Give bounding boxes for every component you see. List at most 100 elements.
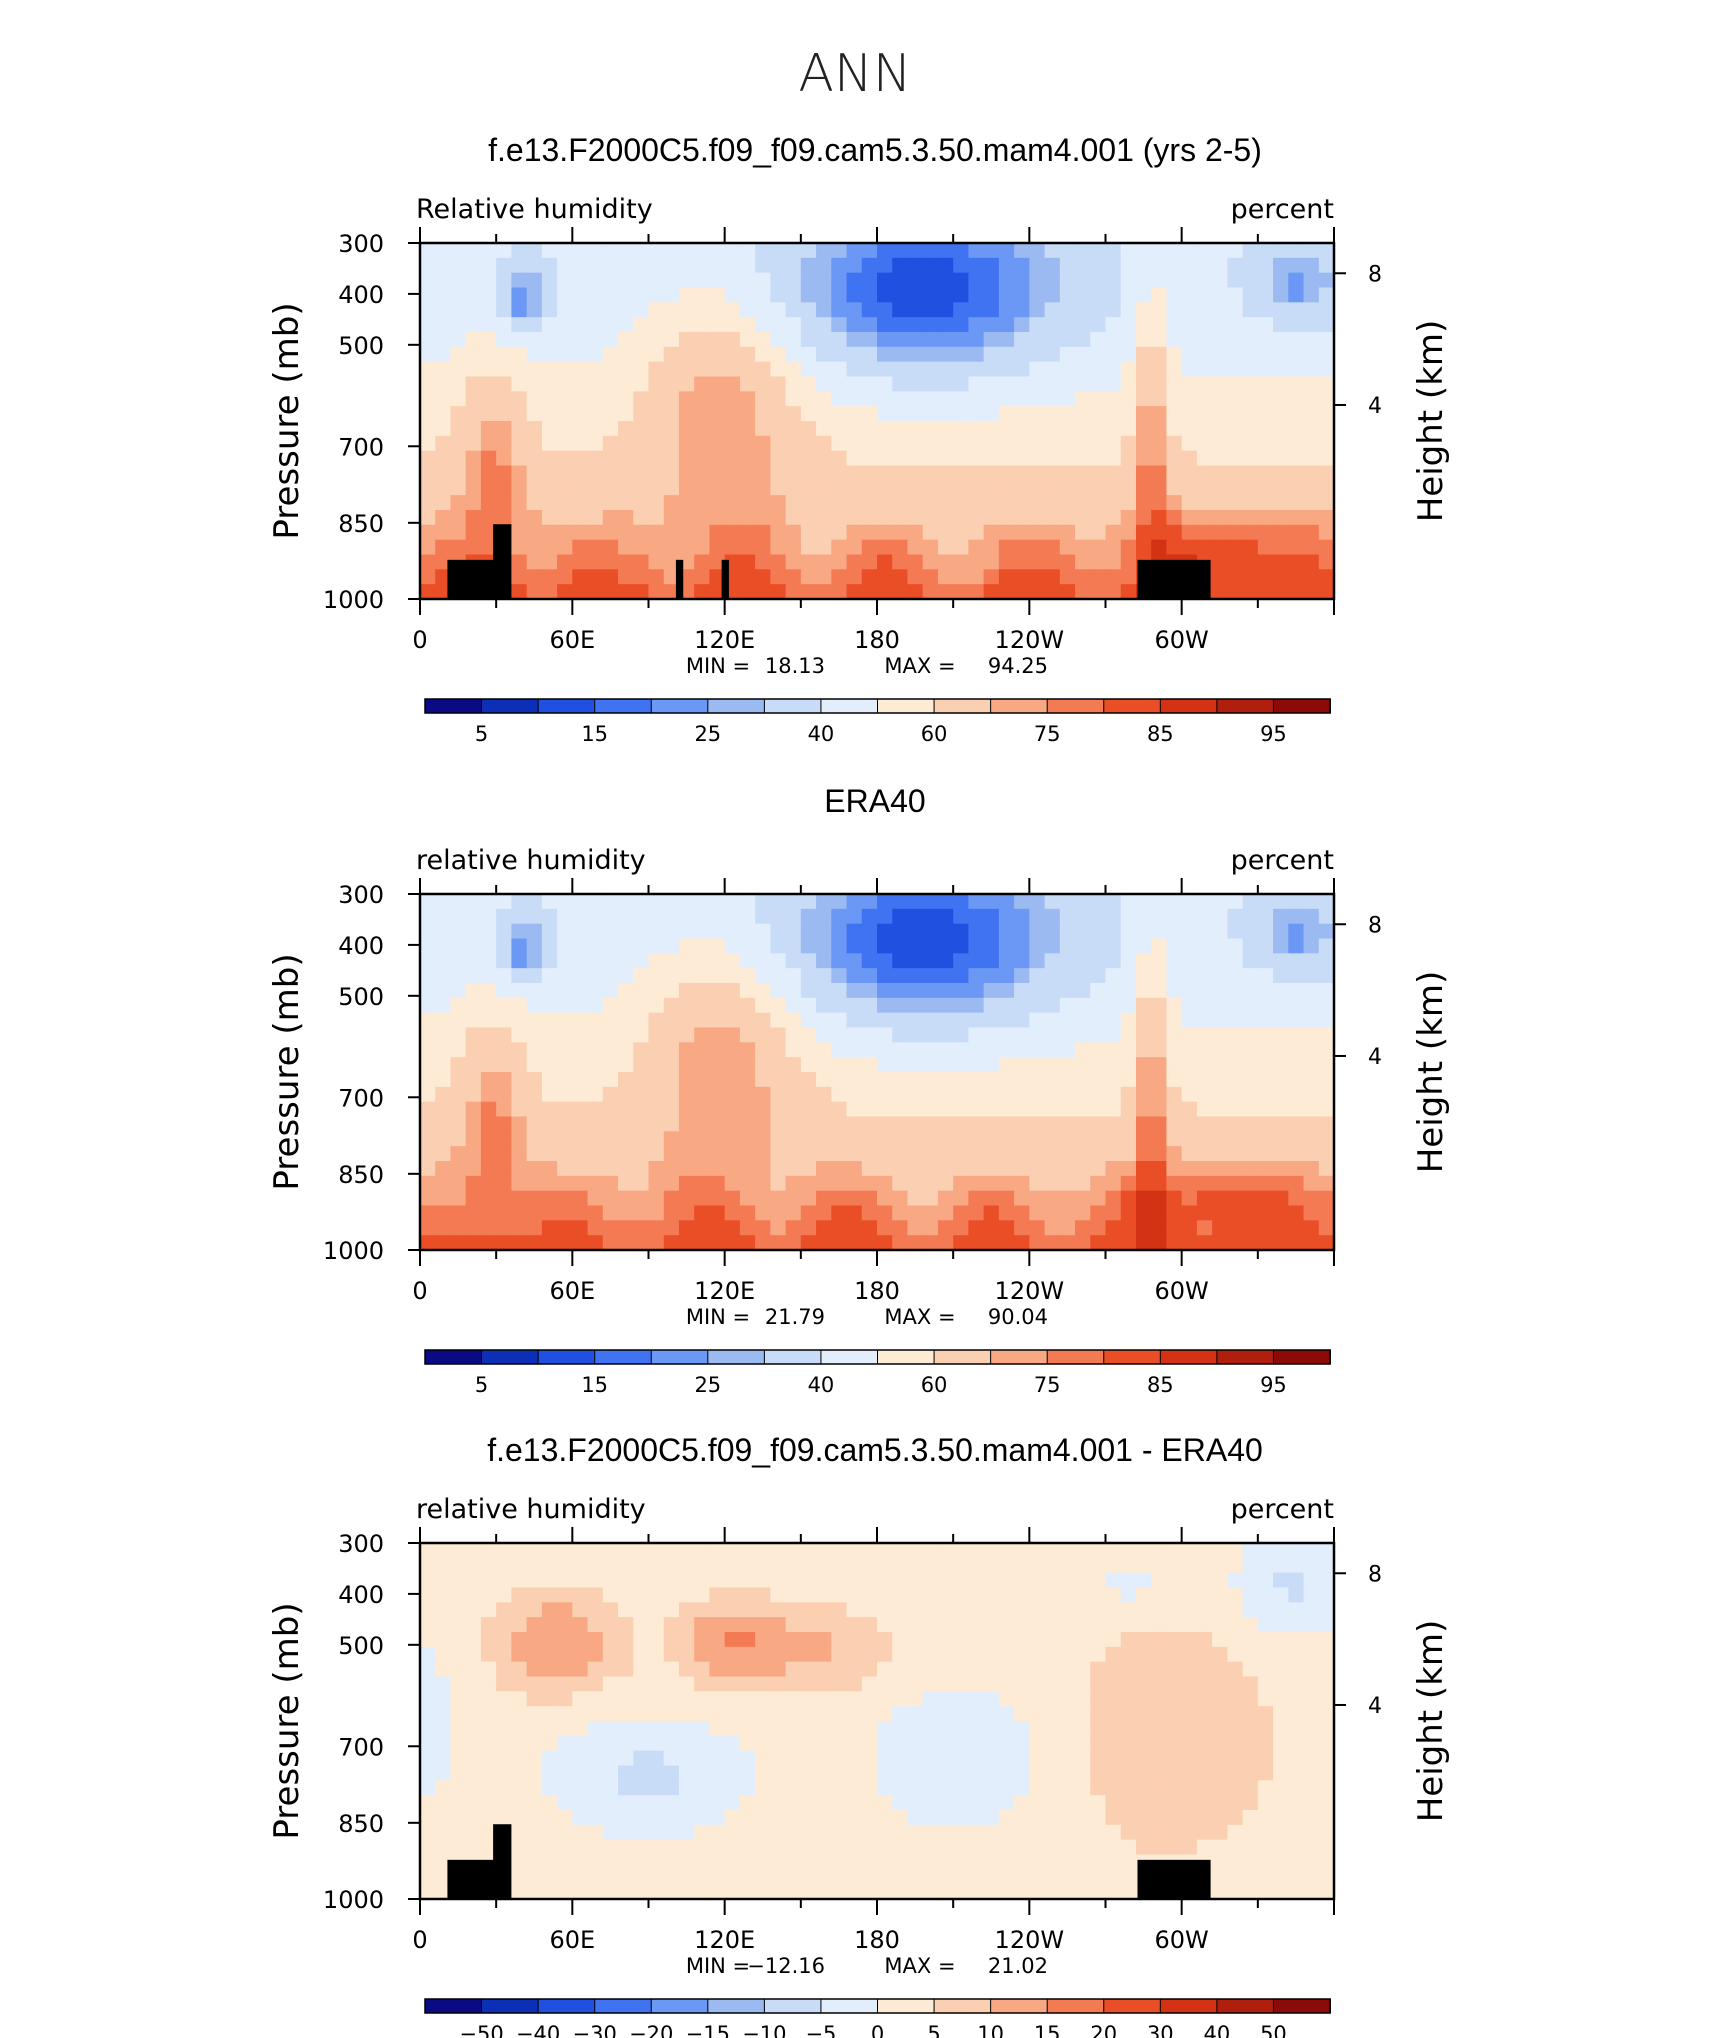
- heatmap-cell: [770, 1027, 787, 1043]
- heatmap-cell: [877, 938, 893, 954]
- heatmap-cell: [511, 332, 528, 348]
- heatmap-cell: [1303, 1795, 1320, 1811]
- heatmap-cell: [1090, 1810, 1107, 1826]
- heatmap-cell: [541, 1721, 558, 1737]
- heatmap-cell: [907, 421, 924, 437]
- heatmap-cell: [816, 1884, 832, 1900]
- heatmap-cell: [724, 287, 741, 303]
- x-tick-label: 0: [412, 1926, 427, 1954]
- heatmap-cell: [1212, 510, 1228, 526]
- heatmap-cell: [755, 584, 771, 600]
- heatmap-cell: [831, 1557, 848, 1574]
- heatmap-cell: [998, 1721, 1015, 1737]
- heatmap-cell: [953, 391, 969, 407]
- heatmap-cell: [1196, 938, 1213, 954]
- heatmap-cell: [1120, 1072, 1137, 1088]
- heatmap-cell: [861, 450, 878, 467]
- heatmap-cell: [831, 968, 848, 984]
- heatmap-cell: [755, 1632, 771, 1648]
- heatmap-cell: [1135, 1691, 1152, 1707]
- heatmap-cell: [511, 1146, 528, 1162]
- heatmap-cell: [1120, 997, 1137, 1014]
- heatmap-cell: [937, 317, 954, 333]
- heatmap-cell: [755, 1602, 771, 1618]
- heatmap-cell: [1196, 968, 1213, 984]
- heatmap-cell: [800, 1735, 817, 1752]
- heatmap-cell: [541, 317, 558, 333]
- heatmap-cell: [526, 391, 543, 407]
- heatmap-cell: [496, 1646, 512, 1663]
- heatmap-cell: [724, 1602, 741, 1618]
- heatmap-cell: [1227, 997, 1244, 1014]
- heatmap-cell: [785, 243, 802, 259]
- heatmap-cell: [526, 1101, 543, 1118]
- heatmap-cell: [724, 1646, 741, 1663]
- heatmap-cell: [1196, 272, 1213, 289]
- heatmap-cell: [618, 1661, 634, 1678]
- heatmap-cell: [1151, 317, 1168, 333]
- heatmap-cell: [892, 1810, 909, 1826]
- heatmap-cell: [1075, 391, 1091, 407]
- heatmap-cell: [1181, 1824, 1198, 1841]
- heatmap-cell: [1029, 1632, 1046, 1648]
- heatmap-cell: [816, 361, 832, 378]
- heatmap-cell: [831, 1735, 848, 1752]
- heatmap-cell: [1181, 510, 1198, 526]
- heatmap-cell: [1242, 1646, 1259, 1663]
- heatmap-cell: [983, 1735, 1000, 1752]
- heatmap-cell: [892, 938, 909, 954]
- heatmap-cell: [648, 1072, 665, 1088]
- heatmap-cell: [602, 968, 619, 984]
- heatmap-cell: [420, 1057, 436, 1073]
- heatmap-cell: [1257, 332, 1274, 348]
- heatmap-cell: [1196, 1765, 1213, 1781]
- heatmap-cell: [678, 406, 695, 422]
- heatmap-cell: [770, 1205, 787, 1221]
- heatmap-cell: [1288, 1572, 1305, 1589]
- heatmap-cell: [800, 272, 817, 289]
- heatmap-cell: [511, 302, 528, 318]
- heatmap-cell: [618, 435, 634, 452]
- heatmap-cell: [1059, 1765, 1076, 1781]
- heatmap-cell: [785, 317, 802, 333]
- heatmap-cell: [557, 302, 573, 318]
- heatmap-cell: [694, 1042, 711, 1058]
- heatmap-cell: [907, 243, 924, 259]
- heatmap-cell: [907, 510, 924, 526]
- heatmap-cell: [922, 1691, 939, 1707]
- heatmap-cell: [1151, 1617, 1168, 1633]
- heatmap-cell: [587, 1691, 604, 1707]
- heatmap-cell: [785, 1795, 802, 1811]
- heatmap-cell: [602, 480, 619, 496]
- heatmap-cell: [420, 1072, 436, 1088]
- panel-title: f.e13.F2000C5.f09_f09.cam5.3.50.mam4.001…: [488, 132, 1262, 168]
- heatmap-cell: [465, 332, 482, 348]
- heatmap-cell: [511, 953, 528, 969]
- heatmap-cell: [420, 1235, 436, 1251]
- heatmap-cell: [861, 421, 878, 437]
- heatmap-cell: [1227, 1854, 1244, 1870]
- heatmap-cell: [709, 257, 726, 274]
- heatmap-cell: [648, 1101, 665, 1118]
- heatmap-cell: [1044, 361, 1061, 378]
- heatmap-cell: [800, 1780, 817, 1796]
- heatmap-cell: [694, 1175, 711, 1192]
- heatmap-cell: [709, 1795, 726, 1811]
- heatmap-cell: [846, 554, 863, 570]
- heatmap-cell: [968, 361, 985, 378]
- heatmap-cell: [1318, 1750, 1335, 1767]
- heatmap-cell: [480, 1543, 497, 1559]
- heatmap-cell: [1044, 1012, 1061, 1029]
- heatmap-cell: [739, 376, 756, 392]
- heatmap-cell: [450, 1661, 467, 1678]
- heatmap-cell: [861, 983, 878, 999]
- colorbar-label: 50: [1260, 2022, 1287, 2038]
- heatmap-cell: [648, 302, 665, 318]
- heatmap-cell: [755, 1661, 771, 1678]
- heatmap-cell: [1227, 983, 1244, 999]
- heatmap-cell: [572, 257, 589, 274]
- heatmap-cell: [861, 302, 878, 318]
- heatmap-cell: [663, 317, 680, 333]
- heatmap-cell: [1242, 554, 1259, 570]
- heatmap-cell: [1273, 1646, 1289, 1663]
